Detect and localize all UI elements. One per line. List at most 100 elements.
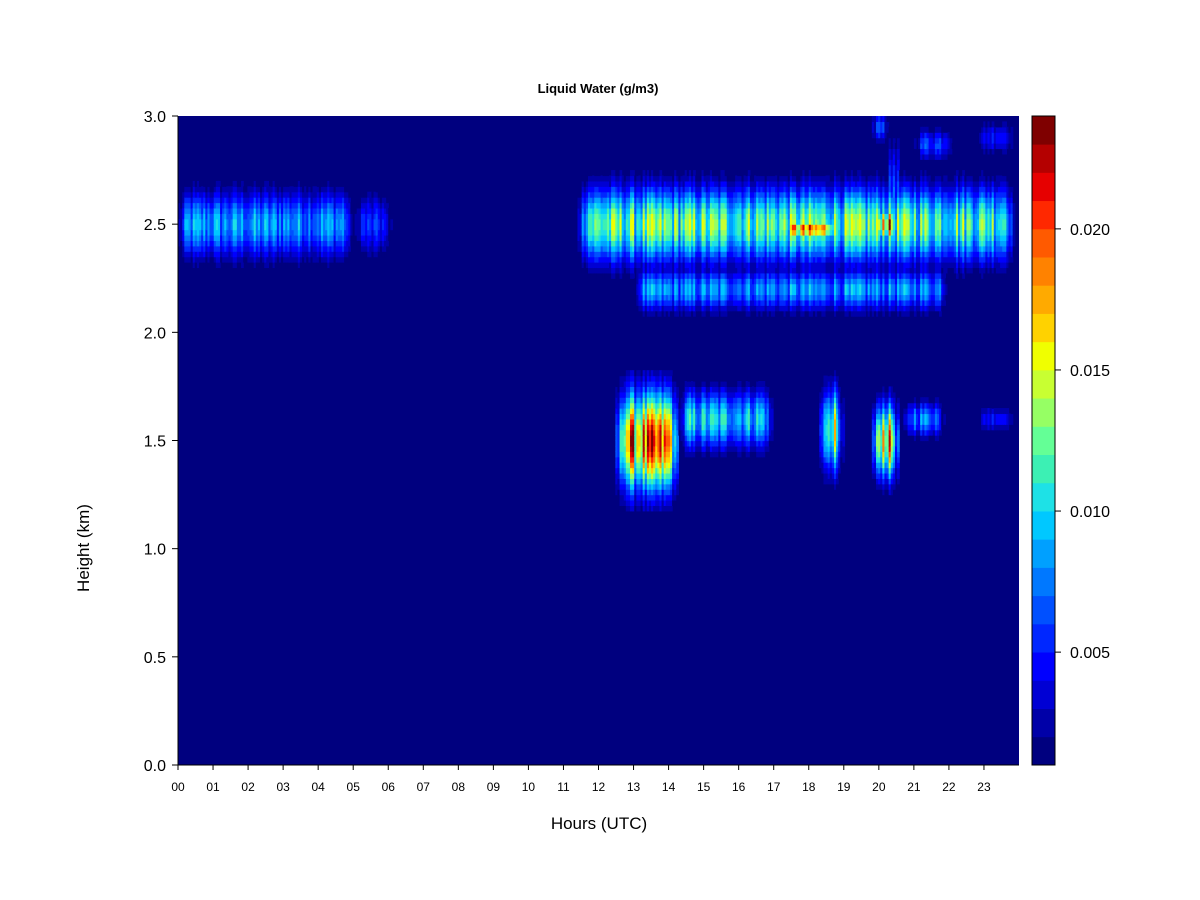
heatmap-cell [716,278,719,285]
heatmap-cell [325,245,328,252]
heatmap-cell [619,494,623,501]
heatmap-cell [630,483,633,490]
heatmap-cell [625,197,629,204]
heatmap-cell [264,262,267,269]
heatmap-cell [688,289,692,296]
heatmap-cell [672,197,675,204]
heatmap-cell [327,262,330,269]
heatmap-cell [339,229,343,236]
heatmap-cell [373,207,377,214]
heatmap-cell [682,229,686,236]
heatmap-cell [646,224,650,231]
heatmap-cell [630,467,633,474]
heatmap-cell [615,229,619,236]
heatmap-cell [196,213,200,220]
heatmap-cell [655,397,658,404]
heatmap-cell [632,175,635,182]
heatmap-cell [192,229,196,236]
heatmap-cell [720,418,724,425]
heatmap-cell [661,305,665,312]
heatmap-cell [676,483,679,490]
heatmap-cell [266,197,270,204]
heatmap-cell [655,505,658,512]
heatmap-cell [672,256,675,263]
heatmap-cell [579,245,583,252]
heatmap-cell [266,186,270,193]
heatmap-cell [705,213,709,220]
heatmap-cell [266,202,270,209]
heatmap-cell [348,218,351,225]
heatmap-cell [621,197,625,204]
heatmap-cell [697,256,701,263]
heatmap-cell [247,234,251,241]
heatmap-cell [733,445,736,452]
heatmap-cell [655,483,658,490]
heatmap-cell [304,245,307,252]
heatmap-cell [590,186,593,193]
heatmap-cell [676,489,679,496]
heatmap-cell [699,224,703,231]
heatmap-cell [730,451,734,458]
heatmap-cell [684,445,688,452]
heatmap-cell [329,256,333,263]
heatmap-cell [375,251,379,258]
heatmap-cell [663,245,667,252]
heatmap-cell [682,278,686,285]
heatmap-cell [369,245,373,252]
heatmap-cell [697,413,701,420]
heatmap-cell [320,218,324,225]
heatmap-cell [651,424,654,431]
heatmap-cell [676,305,679,312]
heatmap-cell [705,408,709,415]
heatmap-cell [712,240,715,247]
heatmap-cell [644,386,648,393]
heatmap-cell [644,483,648,490]
heatmap-cell [371,251,375,258]
heatmap-cell [697,207,701,214]
heatmap-cell [667,294,671,301]
heatmap-cell [325,251,328,258]
heatmap-cell [646,440,650,447]
heatmap-cell [295,202,299,209]
heatmap-cell [587,207,591,214]
heatmap-cell [640,229,644,236]
heatmap-cell [381,245,385,252]
heatmap-cell [285,256,288,263]
heatmap-cell [320,191,324,198]
heatmap-cell [625,375,629,382]
heatmap-cell [686,218,690,225]
heatmap-cell [653,456,656,463]
heatmap-cell [287,197,291,204]
heatmap-cell [617,435,621,442]
heatmap-cell [703,170,707,177]
heatmap-cell [342,251,345,258]
heatmap-cell [598,180,602,187]
heatmap-cell [194,191,198,198]
heatmap-cell [693,451,696,458]
heatmap-cell [617,170,621,177]
heatmap-cell [705,278,709,285]
heatmap-cell [342,213,345,220]
heatmap-cell [661,240,665,247]
heatmap-cell [632,445,635,452]
heatmap-cell [697,262,701,269]
heatmap-cell [709,386,713,393]
heatmap-cell [724,375,728,382]
heatmap-cell [310,191,314,198]
heatmap-cell [579,191,583,198]
heatmap-cell [684,391,688,398]
heatmap-cell [222,202,225,209]
heatmap-cell [705,262,709,269]
heatmap-cell [342,191,345,198]
heatmap-cell [184,180,188,187]
heatmap-cell [678,202,682,209]
heatmap-cell [604,175,608,182]
heatmap-cell [667,278,671,285]
heatmap-cell [625,418,629,425]
heatmap-cell [724,240,728,247]
heatmap-cell [316,191,320,198]
heatmap-cell [623,180,627,187]
heatmap-cell [232,262,236,269]
heatmap-cell [274,197,278,204]
heatmap-cell [691,218,694,225]
